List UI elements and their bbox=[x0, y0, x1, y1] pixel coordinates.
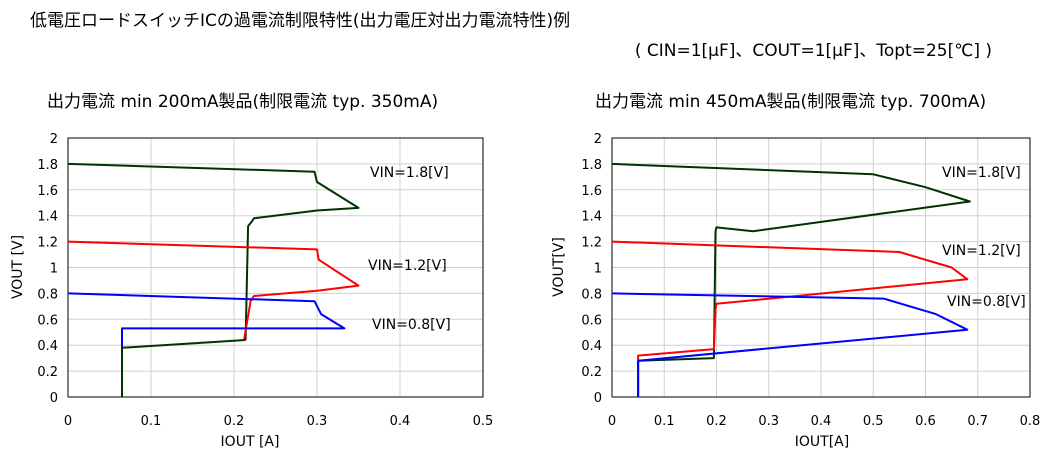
chart-left-x-tick-label: 0.4 bbox=[390, 414, 411, 429]
chart-right-series-line-2 bbox=[611, 292, 969, 397]
chart-right-y-tick-label: 1.6 bbox=[581, 184, 602, 199]
chart-right-y-tick-label: 1.2 bbox=[581, 236, 602, 251]
chart-right-x-axis-label: IOUT[A] bbox=[795, 434, 849, 450]
chart-right-x-tick-label: 0 bbox=[608, 414, 616, 429]
chart-right-series-line-1 bbox=[611, 240, 969, 397]
chart-left-series-line-0 bbox=[67, 162, 360, 341]
chart-left-label-vin-1-2: VIN=1.2[V] bbox=[368, 258, 447, 274]
chart-left-series-line-3 bbox=[121, 339, 246, 397]
chart-right-label-vin-1-8: VIN=1.8[V] bbox=[942, 165, 1021, 181]
chart-left-y-tick-label: 1.2 bbox=[37, 236, 58, 251]
chart-right-x-tick-label: 0.8 bbox=[1020, 414, 1041, 429]
chart-left-y-tick-label: 1.6 bbox=[37, 184, 58, 199]
chart-right-y-tick-label: 0.8 bbox=[581, 287, 602, 302]
chart-right-plot: 0 0.2 0.4 0.6 0.8 1 1.2 1.4 1.6 1.8 2 0 0.1 0.2 0.3 0.4… bbox=[581, 132, 1040, 429]
chart-left: 出力電流 min 200mA製品(制限電流 typ. 350mA) 0 0.2 0.… bbox=[10, 92, 493, 450]
page-conditions: ( CIN=1[μF]、COUT=1[μF]、Topt=25[℃] ) bbox=[634, 41, 992, 61]
chart-left-x-axis-label: IOUT [A] bbox=[221, 434, 280, 450]
chart-left-series-line-1 bbox=[67, 240, 360, 341]
chart-left-y-tick-label: 1.4 bbox=[37, 210, 58, 225]
chart-left-x-tick-label: 0.5 bbox=[473, 414, 494, 429]
chart-right-x-tick-label: 0.4 bbox=[811, 414, 832, 429]
chart-right-x-tick-label: 0.2 bbox=[706, 414, 727, 429]
chart-left-x-tick-label: 0.1 bbox=[141, 414, 162, 429]
chart-left-title: 出力電流 min 200mA製品(制限電流 typ. 350mA) bbox=[47, 92, 438, 112]
chart-right-y-axis-label: VOUT[V] bbox=[551, 237, 567, 297]
chart-left-y-tick-label: 1 bbox=[50, 262, 58, 277]
chart-right-y-tick-label: 2 bbox=[594, 132, 602, 147]
chart-right-title: 出力電流 min 450mA製品(制限電流 typ. 700mA) bbox=[595, 92, 986, 112]
chart-right-x-tick-label: 0.1 bbox=[654, 414, 675, 429]
chart-right-y-tick-label: 0.4 bbox=[581, 339, 602, 354]
chart-right-plot-frame bbox=[611, 137, 1031, 398]
chart-right-y-tick-label: 1 bbox=[594, 262, 602, 277]
chart-right-y-tick-label: 0 bbox=[594, 391, 602, 406]
chart-left-y-tick-label: 0.2 bbox=[37, 365, 58, 380]
chart-left-x-tick-label: 0.2 bbox=[224, 414, 245, 429]
chart-right-y-tick-label: 0.6 bbox=[581, 313, 602, 328]
chart-left-y-tick-label: 0.4 bbox=[37, 339, 58, 354]
chart-left-label-vin-1-8: VIN=1.8[V] bbox=[370, 165, 449, 181]
chart-right: 出力電流 min 450mA製品(制限電流 typ. 700mA) 0 0.2 0.… bbox=[551, 92, 1040, 450]
chart-left-series-line-2 bbox=[67, 292, 346, 397]
page-title: 低電圧ロードスイッチICの過電流制限特性(出力電圧対出力電流特性)例 bbox=[30, 11, 571, 31]
chart-right-y-tick-label: 1.4 bbox=[581, 210, 602, 225]
chart-left-y-tick-label: 0 bbox=[50, 391, 58, 406]
chart-right-x-tick-label: 0.3 bbox=[758, 414, 779, 429]
chart-left-y-axis-label: VOUT [V] bbox=[10, 235, 26, 299]
chart-right-label-vin-0-8: VIN=0.8[V] bbox=[947, 294, 1026, 310]
chart-left-plot-frame bbox=[67, 137, 484, 398]
chart-right-label-vin-1-2: VIN=1.2[V] bbox=[942, 243, 1021, 259]
chart-left-label-vin-0-8: VIN=0.8[V] bbox=[372, 317, 451, 333]
chart-left-y-tick-label: 1.8 bbox=[37, 158, 58, 173]
chart-right-y-tick-label: 1.8 bbox=[581, 158, 602, 173]
chart-left-plot: 0 0.2 0.4 0.6 0.8 1 1.2 1.4 1.6 1.8 2 0 0.1 0.2 0.3 0.4… bbox=[37, 132, 493, 429]
chart-right-series-line-0 bbox=[611, 162, 971, 397]
chart-left-x-tick-label: 0.3 bbox=[307, 414, 328, 429]
chart-left-x-tick-label: 0 bbox=[64, 414, 72, 429]
chart-right-x-tick-label: 0.5 bbox=[863, 414, 884, 429]
chart-left-y-tick-label: 0.6 bbox=[37, 313, 58, 328]
chart-right-x-tick-label: 0.7 bbox=[967, 414, 988, 429]
chart-left-y-tick-label: 2 bbox=[50, 132, 58, 147]
chart-right-y-tick-label: 0.2 bbox=[581, 365, 602, 380]
chart-right-x-tick-label: 0.6 bbox=[915, 414, 936, 429]
chart-left-y-tick-label: 0.8 bbox=[37, 287, 58, 302]
